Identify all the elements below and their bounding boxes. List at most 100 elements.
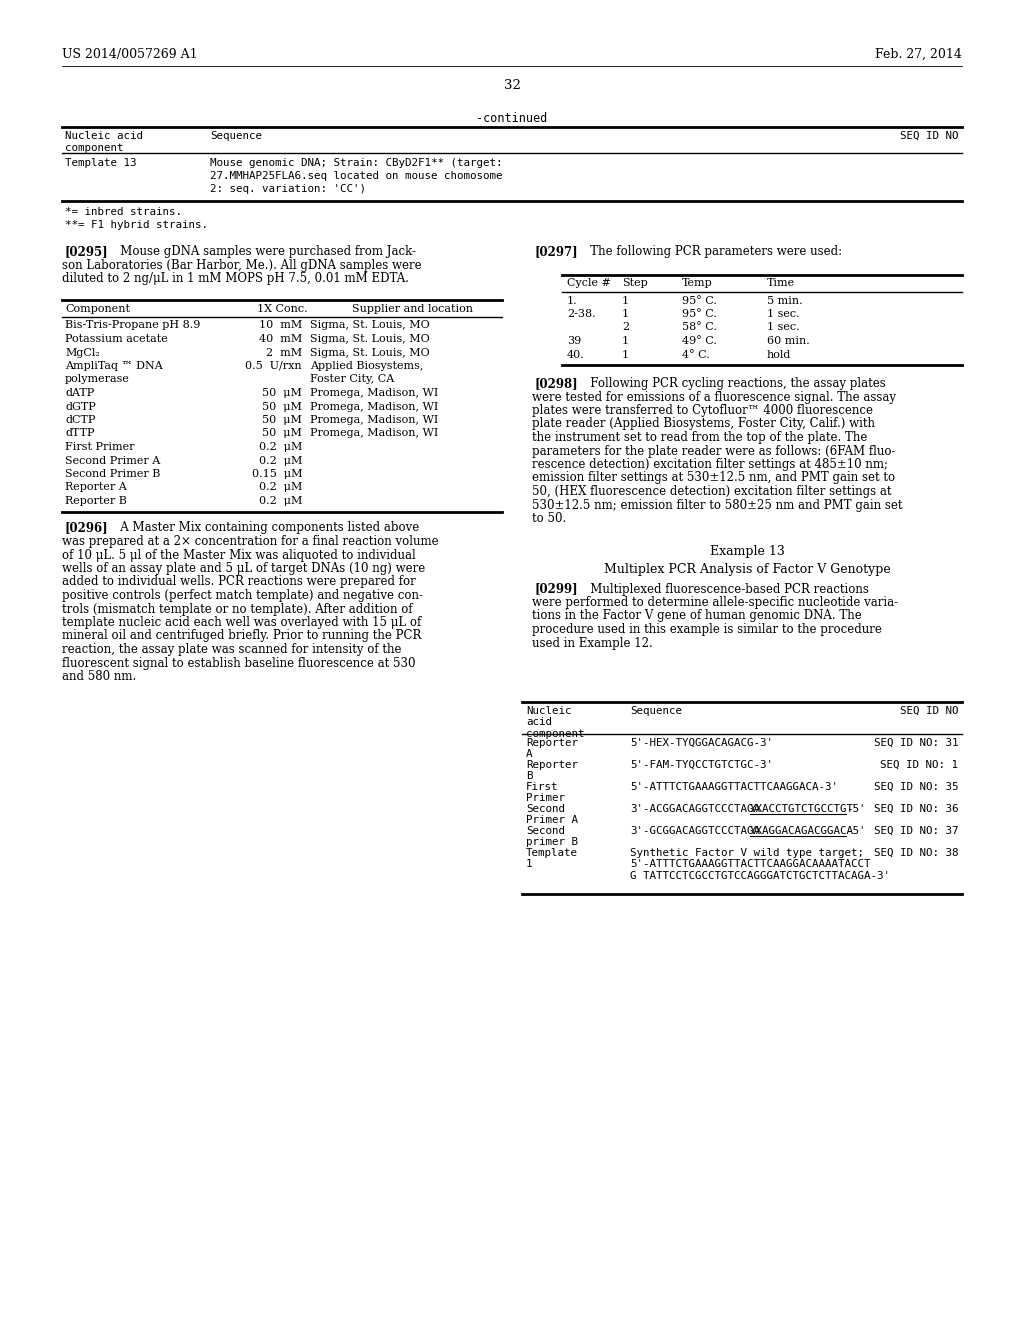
Text: Promega, Madison, WI: Promega, Madison, WI <box>310 429 438 438</box>
Text: Sigma, St. Louis, MO: Sigma, St. Louis, MO <box>310 321 430 330</box>
Text: Second Primer A: Second Primer A <box>65 455 160 466</box>
Text: 39: 39 <box>567 337 582 346</box>
Text: *= inbred strains.: *= inbred strains. <box>65 207 182 216</box>
Text: 1: 1 <box>622 296 629 305</box>
Text: Second
primer B: Second primer B <box>526 825 578 847</box>
Text: Multiplex PCR Analysis of Factor V Genotype: Multiplex PCR Analysis of Factor V Genot… <box>603 562 891 576</box>
Text: 3'-ACGGACAGGTCCCTAGA: 3'-ACGGACAGGTCCCTAGA <box>630 804 760 813</box>
Text: 1: 1 <box>622 337 629 346</box>
Text: 0.2  μM: 0.2 μM <box>259 483 302 492</box>
Text: diluted to 2 ng/μL in 1 mM MOPS pH 7.5, 0.01 mM EDTA.: diluted to 2 ng/μL in 1 mM MOPS pH 7.5, … <box>62 272 409 285</box>
Text: Example 13: Example 13 <box>710 545 784 558</box>
Text: Promega, Madison, WI: Promega, Madison, WI <box>310 388 438 399</box>
Text: Second Primer B: Second Primer B <box>65 469 161 479</box>
Text: Foster City, CA: Foster City, CA <box>310 375 394 384</box>
Text: reaction, the assay plate was scanned for intensity of the: reaction, the assay plate was scanned fo… <box>62 643 401 656</box>
Text: tions in the Factor V gene of human genomic DNA. The: tions in the Factor V gene of human geno… <box>532 610 862 623</box>
Text: plate reader (Applied Biosystems, Foster City, Calif.) with: plate reader (Applied Biosystems, Foster… <box>532 417 874 430</box>
Text: SEQ ID NO: SEQ ID NO <box>899 705 958 715</box>
Text: 50  μM: 50 μM <box>262 401 302 412</box>
Text: Bis-Tris-Propane pH 8.9: Bis-Tris-Propane pH 8.9 <box>65 321 201 330</box>
Text: procedure used in this example is similar to the procedure: procedure used in this example is simila… <box>532 623 882 636</box>
Text: 58° C.: 58° C. <box>682 322 717 333</box>
Text: First Primer: First Primer <box>65 442 134 451</box>
Text: SEQ ID NO: 1: SEQ ID NO: 1 <box>880 759 958 770</box>
Text: 5 min.: 5 min. <box>767 296 803 305</box>
Text: the instrument set to read from the top of the plate. The: the instrument set to read from the top … <box>532 432 867 444</box>
Text: Sigma, St. Louis, MO: Sigma, St. Louis, MO <box>310 334 430 345</box>
Text: -5': -5' <box>846 804 865 813</box>
Text: 49° C.: 49° C. <box>682 337 717 346</box>
Text: 95° C.: 95° C. <box>682 296 717 305</box>
Text: 0.5  U/rxn: 0.5 U/rxn <box>246 360 302 371</box>
Text: Following PCR cycling reactions, the assay plates: Following PCR cycling reactions, the ass… <box>579 378 886 389</box>
Text: 50  μM: 50 μM <box>262 388 302 399</box>
Text: 40.: 40. <box>567 350 585 359</box>
Text: Time: Time <box>767 279 795 289</box>
Text: SEQ ID NO: 38: SEQ ID NO: 38 <box>873 847 958 858</box>
Text: US 2014/0057269 A1: US 2014/0057269 A1 <box>62 48 198 61</box>
Text: 50, (HEX fluorescence detection) excitation filter settings at: 50, (HEX fluorescence detection) excitat… <box>532 484 892 498</box>
Text: 32: 32 <box>504 79 520 92</box>
Text: SEQ ID NO: 37: SEQ ID NO: 37 <box>873 825 958 836</box>
Text: [0295]: [0295] <box>65 246 109 257</box>
Text: parameters for the plate reader were as follows: (6FAM fluo-: parameters for the plate reader were as … <box>532 445 896 458</box>
Text: positive controls (perfect match template) and negative con-: positive controls (perfect match templat… <box>62 589 423 602</box>
Text: Synthetic Factor V wild type target;
5'-ATTTCTGAAAGGTTACTTCAAGGACAAAATACCT
G TAT: Synthetic Factor V wild type target; 5'-… <box>630 847 890 880</box>
Text: First
Primer: First Primer <box>526 781 565 803</box>
Text: Template
1: Template 1 <box>526 847 578 869</box>
Text: Feb. 27, 2014: Feb. 27, 2014 <box>876 48 962 61</box>
Text: [0299]: [0299] <box>535 582 579 595</box>
Text: 2: seq. variation: 'CC'): 2: seq. variation: 'CC') <box>210 183 366 194</box>
Text: SEQ ID NO: SEQ ID NO <box>899 131 958 141</box>
Text: fluorescent signal to establish baseline fluorescence at 530: fluorescent signal to establish baseline… <box>62 656 416 669</box>
Text: Reporter A: Reporter A <box>65 483 127 492</box>
Text: 2-38.: 2-38. <box>567 309 596 319</box>
Text: of 10 μL. 5 μl of the Master Mix was aliquoted to individual: of 10 μL. 5 μl of the Master Mix was ali… <box>62 549 416 561</box>
Text: dCTP: dCTP <box>65 414 95 425</box>
Text: Component: Component <box>65 304 130 314</box>
Text: 60 min.: 60 min. <box>767 337 810 346</box>
Text: SEQ ID NO: 31: SEQ ID NO: 31 <box>873 738 958 747</box>
Text: trols (mismatch template or no template). After addition of: trols (mismatch template or no template)… <box>62 602 413 615</box>
Text: mineral oil and centrifuged briefly. Prior to running the PCR: mineral oil and centrifuged briefly. Pri… <box>62 630 421 643</box>
Text: polymerase: polymerase <box>65 375 130 384</box>
Text: Promega, Madison, WI: Promega, Madison, WI <box>310 401 438 412</box>
Text: wells of an assay plate and 5 μL of target DNAs (10 ng) were: wells of an assay plate and 5 μL of targ… <box>62 562 425 576</box>
Text: -continued: -continued <box>476 112 548 125</box>
Text: hold: hold <box>767 350 792 359</box>
Text: Reporter B: Reporter B <box>65 496 127 506</box>
Text: Second
Primer A: Second Primer A <box>526 804 578 825</box>
Text: [0297]: [0297] <box>535 246 579 257</box>
Text: plates were transferred to Cytofluor™ 4000 fluorescence: plates were transferred to Cytofluor™ 40… <box>532 404 873 417</box>
Text: A Master Mix containing components listed above: A Master Mix containing components liste… <box>109 521 419 535</box>
Text: 2: 2 <box>622 322 629 333</box>
Text: Nucleic
acid
component: Nucleic acid component <box>526 705 585 739</box>
Text: [0296]: [0296] <box>65 521 109 535</box>
Text: 0.2  μM: 0.2 μM <box>259 455 302 466</box>
Text: Potassium acetate: Potassium acetate <box>65 334 168 345</box>
Text: Sequence: Sequence <box>210 131 262 141</box>
Text: Mouse genomic DNA; Strain: CByD2F1** (target:: Mouse genomic DNA; Strain: CByD2F1** (ta… <box>210 158 503 168</box>
Text: 27.MMHAP25FLA6.seq located on mouse chomosome: 27.MMHAP25FLA6.seq located on mouse chom… <box>210 172 503 181</box>
Text: YXAGGACAGACGGACA: YXAGGACAGACGGACA <box>750 825 854 836</box>
Text: Multiplexed fluorescence-based PCR reactions: Multiplexed fluorescence-based PCR react… <box>579 582 869 595</box>
Text: MgCl₂: MgCl₂ <box>65 347 99 358</box>
Text: AmpliTaq ™ DNA: AmpliTaq ™ DNA <box>65 360 163 371</box>
Text: YXACCTGTCTGCCTGT: YXACCTGTCTGCCTGT <box>750 804 854 813</box>
Text: 0.15  μM: 0.15 μM <box>252 469 302 479</box>
Text: dGTP: dGTP <box>65 401 96 412</box>
Text: used in Example 12.: used in Example 12. <box>532 636 652 649</box>
Text: 5'-ATTTCTGAAAGGTTACTTCAAGGACA-3': 5'-ATTTCTGAAAGGTTACTTCAAGGACA-3' <box>630 781 838 792</box>
Text: son Laboratories (Bar Harbor, Me.). All gDNA samples were: son Laboratories (Bar Harbor, Me.). All … <box>62 259 422 272</box>
Text: 1.: 1. <box>567 296 578 305</box>
Text: 2  mM: 2 mM <box>266 347 302 358</box>
Text: Sigma, St. Louis, MO: Sigma, St. Louis, MO <box>310 347 430 358</box>
Text: Applied Biosystems,: Applied Biosystems, <box>310 360 423 371</box>
Text: was prepared at a 2× concentration for a final reaction volume: was prepared at a 2× concentration for a… <box>62 535 438 548</box>
Text: dTTP: dTTP <box>65 429 94 438</box>
Text: 0.2  μM: 0.2 μM <box>259 442 302 451</box>
Text: template nucleic acid each well was overlayed with 15 μL of: template nucleic acid each well was over… <box>62 616 421 630</box>
Text: Sequence: Sequence <box>630 705 682 715</box>
Text: **= F1 hybrid strains.: **= F1 hybrid strains. <box>65 220 208 230</box>
